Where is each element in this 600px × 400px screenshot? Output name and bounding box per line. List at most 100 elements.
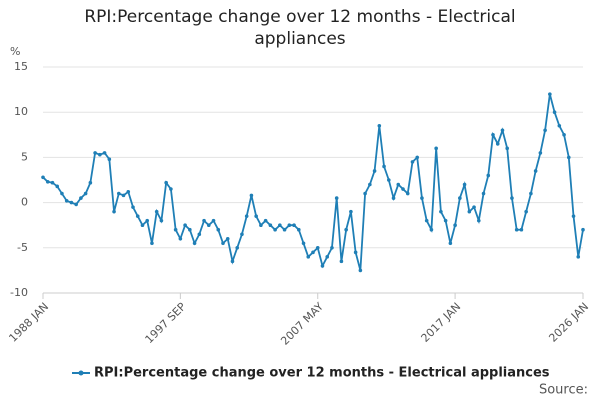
point bbox=[562, 133, 566, 137]
point bbox=[325, 255, 330, 259]
chart-title: RPI:Percentage change over 12 months - E… bbox=[84, 7, 516, 49]
point bbox=[557, 123, 562, 128]
point bbox=[434, 146, 438, 151]
point bbox=[164, 180, 168, 185]
point bbox=[424, 218, 429, 223]
x-tick-label: 1988 JAN bbox=[6, 300, 51, 345]
point bbox=[197, 232, 202, 237]
point bbox=[249, 193, 254, 198]
x-tick-label: 2026 JAN bbox=[546, 300, 591, 345]
point bbox=[154, 209, 159, 214]
point bbox=[159, 218, 164, 223]
point bbox=[353, 250, 358, 255]
point bbox=[116, 191, 121, 196]
point bbox=[491, 133, 495, 137]
point bbox=[543, 128, 547, 133]
y-tick-label: 10 bbox=[14, 105, 28, 118]
point bbox=[306, 255, 311, 259]
point bbox=[372, 169, 377, 173]
point bbox=[135, 214, 140, 218]
point bbox=[50, 180, 55, 185]
point bbox=[112, 209, 116, 214]
point bbox=[396, 182, 401, 187]
point bbox=[282, 227, 287, 232]
point bbox=[140, 223, 145, 227]
point bbox=[467, 209, 472, 214]
source: Source: bbox=[539, 383, 588, 398]
point bbox=[188, 227, 192, 232]
point bbox=[382, 164, 386, 169]
point bbox=[254, 214, 258, 218]
point bbox=[443, 218, 448, 223]
point bbox=[566, 155, 571, 160]
point bbox=[339, 259, 344, 264]
point bbox=[301, 241, 306, 246]
point bbox=[529, 191, 533, 196]
point bbox=[363, 191, 367, 196]
y-tick-label: -5 bbox=[17, 241, 28, 254]
point bbox=[216, 227, 221, 232]
point bbox=[576, 255, 581, 259]
point bbox=[131, 205, 135, 209]
point bbox=[320, 264, 325, 268]
point bbox=[273, 227, 277, 232]
y-tick-label: 15 bbox=[14, 60, 28, 73]
point bbox=[211, 218, 216, 223]
point bbox=[391, 196, 396, 200]
point bbox=[230, 259, 235, 264]
point bbox=[259, 223, 263, 227]
point bbox=[315, 246, 320, 250]
point bbox=[244, 214, 249, 218]
point bbox=[495, 142, 500, 146]
point bbox=[448, 241, 453, 246]
point bbox=[571, 214, 576, 218]
legend-marker bbox=[78, 370, 84, 376]
point bbox=[69, 200, 74, 205]
point bbox=[126, 189, 131, 194]
series-line bbox=[42, 93, 584, 271]
point bbox=[349, 209, 353, 214]
point bbox=[206, 223, 211, 227]
point bbox=[377, 123, 382, 128]
legend-label: RPI:Percentage change over 12 months - E… bbox=[94, 366, 550, 381]
point bbox=[60, 191, 64, 196]
point bbox=[55, 184, 60, 189]
point bbox=[486, 173, 491, 178]
point bbox=[202, 218, 206, 223]
point bbox=[415, 155, 420, 160]
point bbox=[429, 227, 434, 232]
point bbox=[500, 128, 505, 133]
point bbox=[45, 180, 50, 184]
point bbox=[221, 241, 225, 246]
point bbox=[410, 160, 415, 164]
point bbox=[510, 196, 514, 200]
point bbox=[439, 209, 443, 214]
point bbox=[88, 180, 93, 185]
point bbox=[150, 241, 154, 246]
point bbox=[458, 196, 462, 200]
point bbox=[401, 187, 405, 191]
point bbox=[235, 246, 240, 250]
point bbox=[472, 205, 476, 209]
point bbox=[145, 218, 150, 223]
point bbox=[533, 169, 538, 173]
point bbox=[41, 175, 45, 180]
point bbox=[524, 209, 528, 214]
point bbox=[79, 196, 83, 200]
point bbox=[268, 223, 273, 227]
point bbox=[368, 182, 372, 187]
point bbox=[386, 178, 391, 182]
point bbox=[505, 146, 510, 151]
point bbox=[121, 193, 126, 198]
point bbox=[462, 182, 467, 187]
point bbox=[552, 110, 557, 114]
y-tick-label: -10 bbox=[10, 286, 28, 299]
point bbox=[64, 198, 69, 203]
point bbox=[358, 268, 363, 273]
point bbox=[192, 241, 197, 246]
point bbox=[169, 187, 173, 191]
point bbox=[287, 223, 292, 227]
point bbox=[548, 92, 552, 96]
